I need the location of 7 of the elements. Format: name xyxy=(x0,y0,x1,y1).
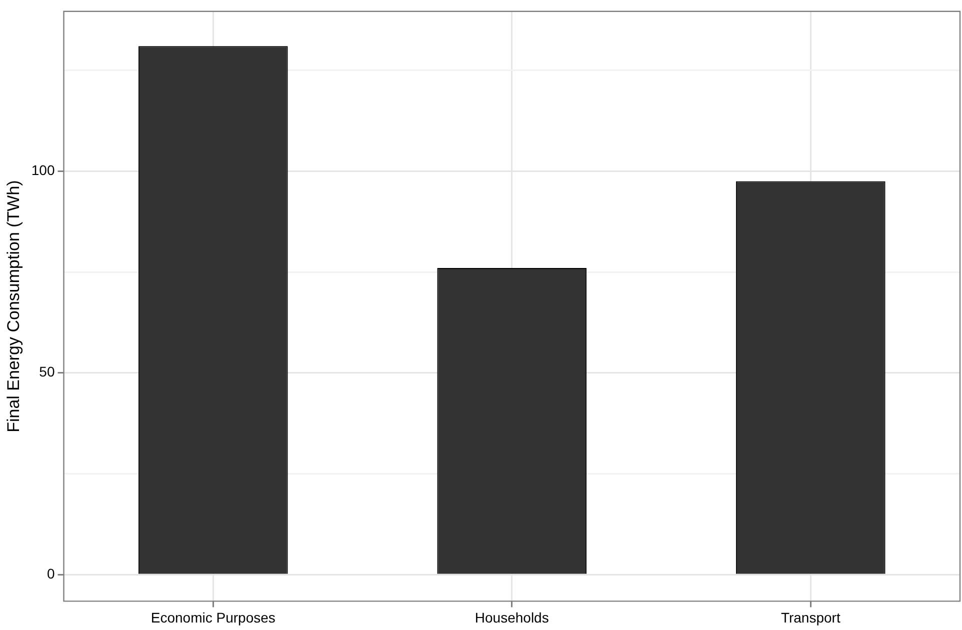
y-tick-label: 0 xyxy=(46,565,55,582)
x-tick-label: Transport xyxy=(780,609,840,626)
x-tick-label: Households xyxy=(474,609,549,626)
y-tick-label: 100 xyxy=(31,162,55,178)
x-tick-label: Economic Purposes xyxy=(150,609,276,626)
y-axis-title: Final Energy Consumption (TWh) xyxy=(4,180,23,432)
y-tick-label: 50 xyxy=(39,364,55,380)
